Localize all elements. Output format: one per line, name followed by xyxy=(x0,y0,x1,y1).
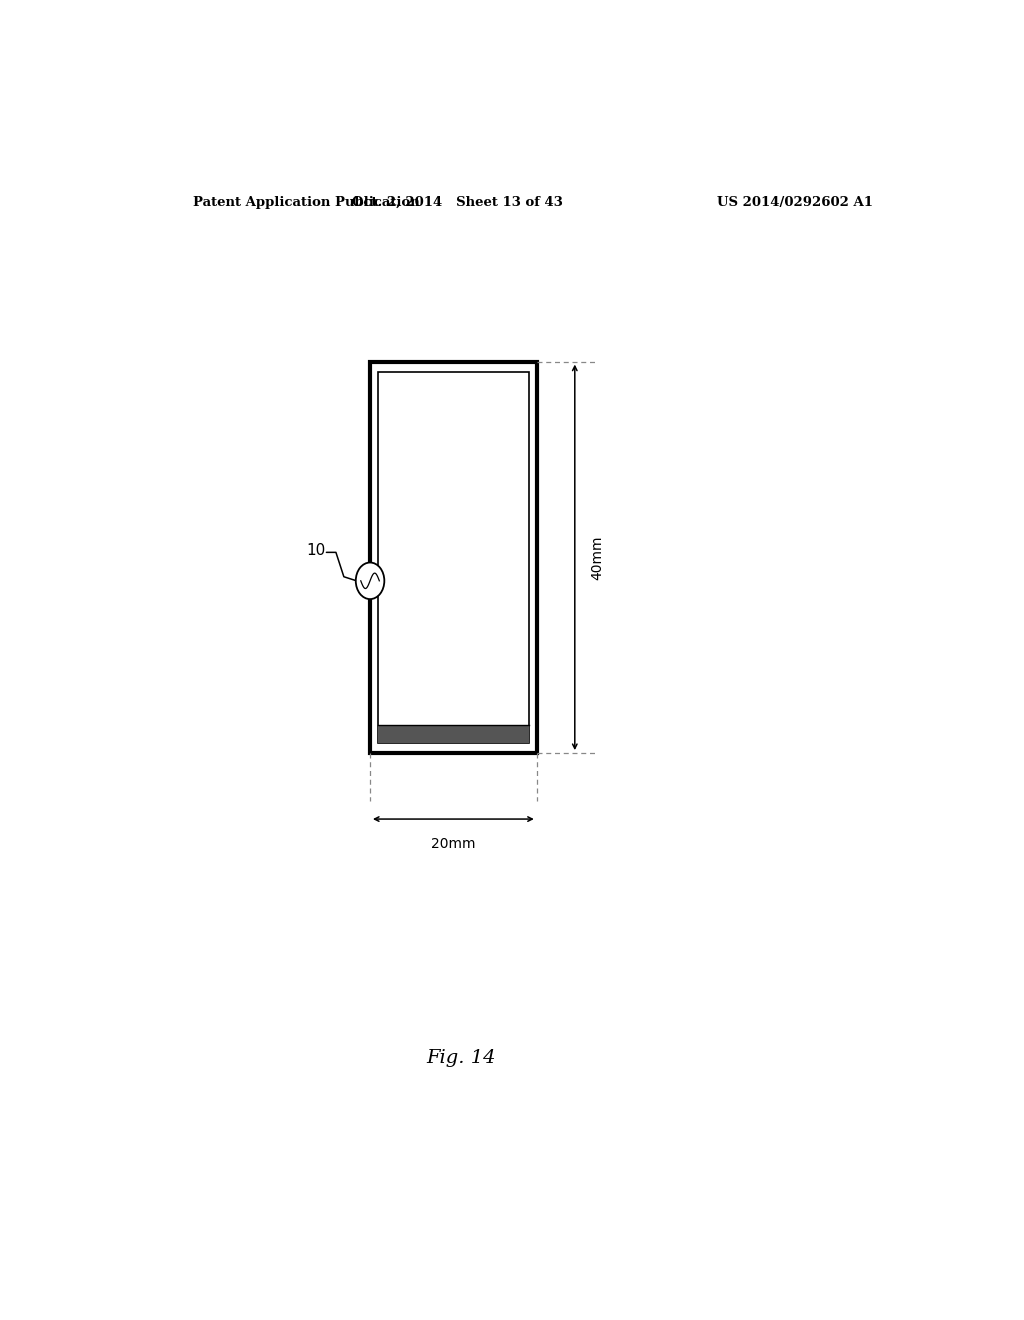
Text: 10: 10 xyxy=(306,543,326,558)
Bar xyxy=(370,362,537,752)
Text: US 2014/0292602 A1: US 2014/0292602 A1 xyxy=(717,195,872,209)
Text: Fig. 14: Fig. 14 xyxy=(427,1049,496,1067)
Text: 40mm: 40mm xyxy=(591,535,604,579)
Bar xyxy=(378,372,528,743)
Text: 20mm: 20mm xyxy=(431,837,475,851)
Text: Patent Application Publication: Patent Application Publication xyxy=(194,195,420,209)
Bar xyxy=(378,725,528,743)
Text: Oct. 2, 2014   Sheet 13 of 43: Oct. 2, 2014 Sheet 13 of 43 xyxy=(352,195,563,209)
Circle shape xyxy=(355,562,384,599)
